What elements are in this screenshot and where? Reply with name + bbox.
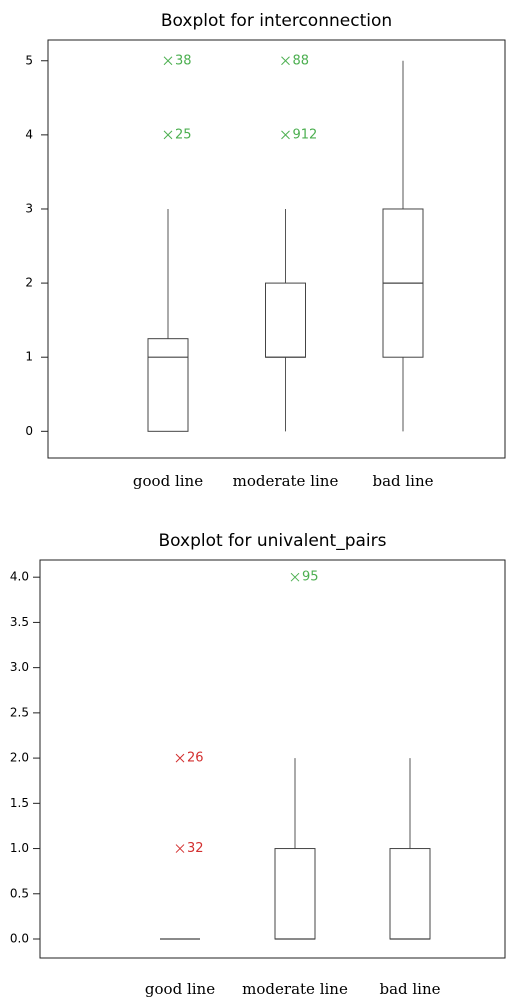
chart-title: Boxplot for interconnection	[161, 11, 392, 31]
box	[265, 282, 306, 358]
y-tick-label: 2.0	[10, 751, 29, 765]
y-tick-label: 1.0	[10, 841, 29, 855]
x-tick-label: good line	[145, 980, 215, 998]
outlier	[163, 56, 173, 66]
x-tick-label: good line	[133, 472, 203, 490]
y-tick-label: 0	[25, 424, 33, 438]
outlier	[281, 130, 290, 140]
y-tick-label: 4	[25, 127, 33, 141]
outlier-label: 32	[187, 841, 204, 856]
outlier	[163, 130, 173, 140]
y-tick-label: 3	[25, 201, 33, 215]
y-tick-label: 1.5	[10, 796, 29, 810]
box	[389, 848, 431, 940]
y-tick-label: 2	[25, 276, 33, 290]
outlier	[281, 56, 290, 66]
outlier	[175, 844, 185, 853]
box	[147, 338, 189, 432]
outlier-label: 26	[187, 751, 204, 766]
outlier-label: 95	[302, 570, 319, 585]
outlier-label: 38	[175, 53, 192, 68]
y-tick-label: 5	[25, 53, 33, 67]
y-tick-label: 0.0	[10, 932, 29, 946]
x-tick-label: bad line	[372, 472, 433, 490]
x-tick-label: moderate line	[242, 980, 348, 998]
outlier-label: 88	[293, 53, 310, 68]
box	[274, 848, 316, 940]
y-tick-label: 3.0	[10, 660, 29, 674]
plot-frame	[47, 39, 506, 459]
outlier	[175, 753, 185, 763]
y-tick-label: 0.5	[10, 886, 29, 900]
y-tick-label: 4.0	[10, 570, 29, 584]
x-tick-label: moderate line	[233, 472, 339, 490]
x-tick-label: bad line	[379, 980, 440, 998]
outlier-label: 912	[293, 127, 318, 142]
y-tick-label: 3.5	[10, 615, 29, 629]
y-tick-label: 2.5	[10, 705, 29, 719]
y-tick-label: 1	[25, 350, 33, 364]
plot-frame	[39, 559, 506, 959]
outlier-label: 25	[175, 127, 192, 142]
chart-title: Boxplot for univalent_pairs	[158, 531, 386, 551]
outlier	[290, 572, 300, 582]
